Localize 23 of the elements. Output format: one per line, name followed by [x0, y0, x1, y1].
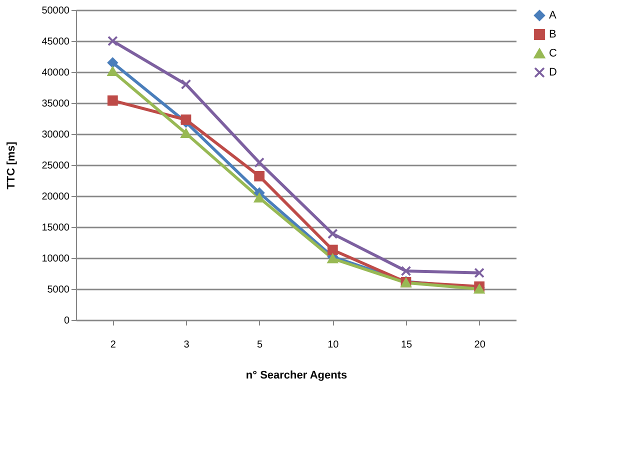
x-tick-label: 5 — [257, 340, 264, 350]
y-tick-label: 30000 — [42, 130, 70, 140]
y-tick-label: 5000 — [47, 284, 70, 296]
y-tick-label: 10000 — [42, 254, 70, 264]
y-tick-label: 20000 — [42, 192, 70, 202]
legend-label: B — [549, 28, 556, 40]
y-tick-label: 50000 — [42, 6, 70, 16]
legend-label: D — [549, 66, 557, 78]
legend-label: C — [549, 48, 557, 60]
y-tick-label: 25000 — [42, 160, 70, 172]
y-tick-label: 35000 — [42, 98, 70, 110]
y-tick-label: 0 — [64, 316, 70, 326]
x-tick-label: 3 — [184, 340, 190, 350]
y-tick-label: 45000 — [42, 36, 70, 48]
x-tick-label: 15 — [400, 340, 412, 350]
x-tick-label: 2 — [110, 340, 116, 350]
y-tick-label: 40000 — [42, 68, 70, 78]
legend-label: A — [549, 10, 557, 22]
x-tick-label: 20 — [474, 340, 486, 350]
x-tick-label: 10 — [328, 340, 340, 350]
y-tick-label: 15000 — [42, 222, 70, 234]
x-axis-title: n° Searcher Agents — [246, 370, 348, 382]
y-axis-title: TTC [ms] — [6, 141, 18, 190]
